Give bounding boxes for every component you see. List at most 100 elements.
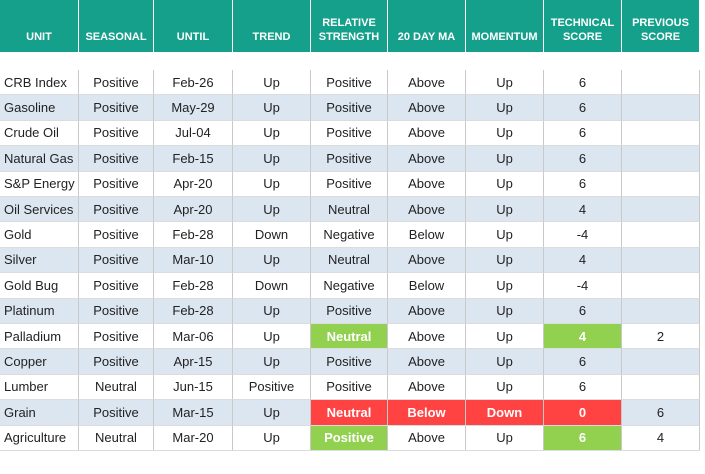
table-cell: 6: [544, 146, 622, 172]
table-cell: Neutral: [311, 197, 388, 223]
table-cell: [622, 349, 700, 375]
table-cell: Down: [233, 273, 311, 299]
table-cell: Feb-26: [154, 70, 233, 96]
row-label: Natural Gas: [0, 146, 79, 172]
table-cell: Above: [388, 374, 466, 401]
table-cell: [622, 197, 700, 223]
table-cell: Up: [466, 197, 544, 223]
table-cell: Jul-04: [154, 120, 233, 147]
table-cell: Positive: [79, 146, 154, 172]
table-cell: Up: [233, 247, 311, 274]
table-cell: 6: [544, 171, 622, 197]
table-cell: Above: [388, 324, 466, 350]
table-cell: Up: [233, 298, 311, 324]
table-cell: Up: [233, 400, 311, 426]
table-cell: Positive: [311, 146, 388, 172]
column-header: MOMENTUM: [466, 0, 544, 52]
table-cell: -4: [544, 222, 622, 248]
table-cell: 0: [544, 400, 622, 426]
table-cell: [622, 374, 700, 401]
table-cell: May-29: [154, 95, 233, 121]
table-cell: 4: [544, 324, 622, 350]
table-cell: Apr-20: [154, 171, 233, 197]
column-header: TECHNICAL SCORE: [544, 0, 622, 52]
table-cell: Positive: [79, 120, 154, 147]
table-cell: Below: [388, 273, 466, 299]
table-cell: Below: [388, 222, 466, 248]
table-cell: 6: [544, 120, 622, 147]
table-cell: Above: [388, 171, 466, 197]
table-cell: Up: [466, 146, 544, 172]
table-cell: Above: [388, 349, 466, 375]
column-header: PREVIOUS SCORE: [622, 0, 700, 52]
table-cell: Positive: [311, 374, 388, 401]
table-cell: Feb-28: [154, 222, 233, 248]
table-cell: Up: [466, 298, 544, 324]
row-label: Gold Bug: [0, 273, 79, 299]
table-cell: [622, 247, 700, 274]
table-cell: Neutral: [311, 247, 388, 274]
row-label: Crude Oil: [0, 120, 79, 147]
table-cell: Up: [466, 95, 544, 121]
table-cell: 6: [544, 70, 622, 96]
table-cell: Down: [233, 222, 311, 248]
table-cell: Mar-10: [154, 247, 233, 274]
table-cell: Up: [466, 120, 544, 147]
table-cell: Up: [466, 324, 544, 350]
table-cell: Up: [466, 374, 544, 401]
table-cell: Down: [466, 400, 544, 426]
table-cell: Up: [233, 171, 311, 197]
table-cell: Jun-15: [154, 374, 233, 401]
table-cell: Above: [388, 197, 466, 223]
table-cell: Positive: [79, 324, 154, 350]
table-cell: -4: [544, 273, 622, 299]
table-cell: [622, 222, 700, 248]
table-cell: Positive: [79, 273, 154, 299]
table-cell: 6: [622, 400, 700, 426]
table-cell: 4: [622, 425, 700, 451]
table-cell: [622, 120, 700, 147]
table-cell: Up: [233, 146, 311, 172]
table-cell: Up: [466, 247, 544, 274]
table-cell: Negative: [311, 273, 388, 299]
table-cell: 2: [622, 324, 700, 350]
table-cell: Positive: [79, 247, 154, 274]
table-cell: Neutral: [79, 374, 154, 401]
row-label: Copper: [0, 349, 79, 375]
row-label: Gasoline: [0, 95, 79, 121]
table-cell: Below: [388, 400, 466, 426]
table-cell: Neutral: [311, 324, 388, 350]
table-cell: Above: [388, 70, 466, 96]
table-cell: Apr-15: [154, 349, 233, 375]
row-label: Grain: [0, 400, 79, 426]
table-cell: Positive: [79, 400, 154, 426]
table-cell: 6: [544, 425, 622, 451]
column-header: TREND: [233, 0, 311, 52]
table-cell: Above: [388, 95, 466, 121]
table-cell: Up: [233, 324, 311, 350]
table-cell: Above: [388, 247, 466, 274]
row-label: Platinum: [0, 298, 79, 324]
table-cell: Feb-28: [154, 298, 233, 324]
row-label: Palladium: [0, 324, 79, 350]
table-cell: [622, 70, 700, 96]
row-label: Silver: [0, 247, 79, 274]
table-cell: Above: [388, 120, 466, 147]
table-cell: Up: [466, 273, 544, 299]
table-cell: Positive: [79, 197, 154, 223]
table-cell: [622, 273, 700, 299]
table-cell: Positive: [311, 171, 388, 197]
table-cell: Positive: [79, 222, 154, 248]
table-cell: Negative: [311, 222, 388, 248]
table-cell: Positive: [233, 374, 311, 401]
table-cell: Up: [233, 95, 311, 121]
column-header: UNTIL: [154, 0, 233, 52]
table-cell: 4: [544, 247, 622, 274]
table-cell: Mar-20: [154, 425, 233, 451]
table-cell: Positive: [311, 298, 388, 324]
table-cell: Positive: [311, 95, 388, 121]
table-cell: Apr-20: [154, 197, 233, 223]
table-cell: [622, 298, 700, 324]
table-cell: 6: [544, 349, 622, 375]
